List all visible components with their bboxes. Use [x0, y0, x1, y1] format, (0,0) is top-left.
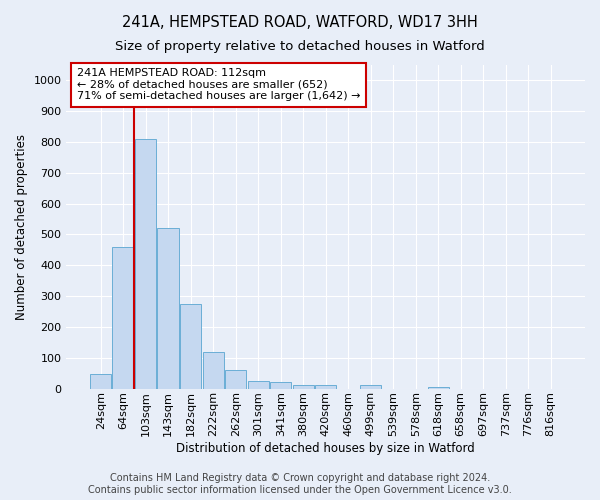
Text: Size of property relative to detached houses in Watford: Size of property relative to detached ho…: [115, 40, 485, 53]
Bar: [112, 247, 134, 388]
Bar: [180, 304, 202, 388]
Bar: [360, 386, 382, 388]
Text: 241A, HEMPSTEAD ROAD, WATFORD, WD17 3HH: 241A, HEMPSTEAD ROAD, WATFORD, WD17 3HH: [122, 15, 478, 30]
Bar: [315, 386, 337, 388]
Bar: [293, 386, 314, 388]
Bar: [135, 139, 157, 388]
Bar: [203, 352, 224, 389]
Text: 241A HEMPSTEAD ROAD: 112sqm
← 28% of detached houses are smaller (652)
71% of se: 241A HEMPSTEAD ROAD: 112sqm ← 28% of det…: [77, 68, 360, 102]
Bar: [428, 387, 449, 388]
Bar: [157, 228, 179, 388]
Bar: [248, 381, 269, 388]
Y-axis label: Number of detached properties: Number of detached properties: [15, 134, 28, 320]
Bar: [270, 382, 292, 388]
Bar: [225, 370, 247, 388]
X-axis label: Distribution of detached houses by size in Watford: Distribution of detached houses by size …: [176, 442, 475, 455]
Text: Contains HM Land Registry data © Crown copyright and database right 2024.
Contai: Contains HM Land Registry data © Crown c…: [88, 474, 512, 495]
Bar: [90, 374, 112, 388]
